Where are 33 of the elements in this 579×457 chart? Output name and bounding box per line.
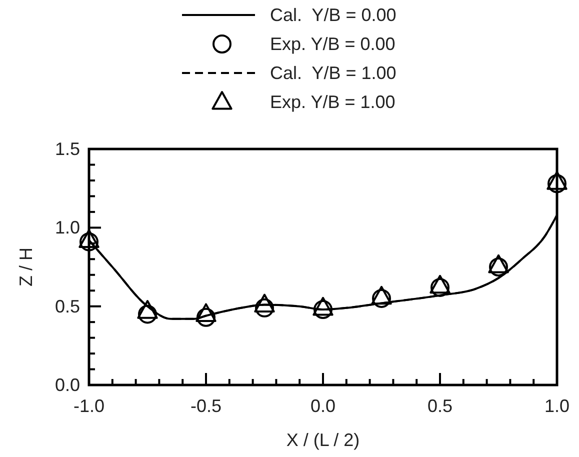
- point: [546, 171, 568, 190]
- x-tick-label: 0.0: [310, 396, 336, 416]
- x-tick-label: -1.0: [73, 396, 105, 416]
- legend-label: Exp. Y/B = 1.00: [270, 92, 396, 112]
- point: [489, 258, 508, 276]
- point: [312, 296, 334, 316]
- point: [488, 254, 509, 274]
- y-tick-label: 0.0: [54, 375, 80, 395]
- point: [548, 174, 566, 194]
- point: [80, 232, 98, 252]
- point: [255, 298, 274, 318]
- x-axis-title: X / (L / 2): [286, 430, 360, 450]
- legend-label: Cal. Y/B = 0.00: [270, 5, 396, 25]
- point: [430, 274, 450, 294]
- point: [314, 300, 332, 319]
- legend-label: Cal. Y/B = 1.00: [270, 63, 396, 83]
- point: [430, 278, 450, 297]
- point: [137, 300, 158, 319]
- x-tick-label: 0.5: [427, 396, 453, 416]
- y-tick-label: 0.5: [54, 296, 80, 316]
- y-tick-label: 1.5: [54, 139, 80, 159]
- point: [254, 294, 275, 313]
- y-tick-label: 1.0: [54, 218, 80, 238]
- point: [78, 229, 100, 248]
- y-axis-title: Z / H: [16, 248, 36, 286]
- x-tick-label: -0.5: [190, 396, 222, 416]
- point: [196, 308, 216, 327]
- x-tick-label: 1.0: [544, 396, 570, 416]
- point: [371, 286, 392, 305]
- point: [138, 304, 157, 324]
- legend-label: Exp. Y/B = 0.00: [270, 34, 396, 54]
- point: [372, 288, 391, 308]
- point: [196, 303, 216, 322]
